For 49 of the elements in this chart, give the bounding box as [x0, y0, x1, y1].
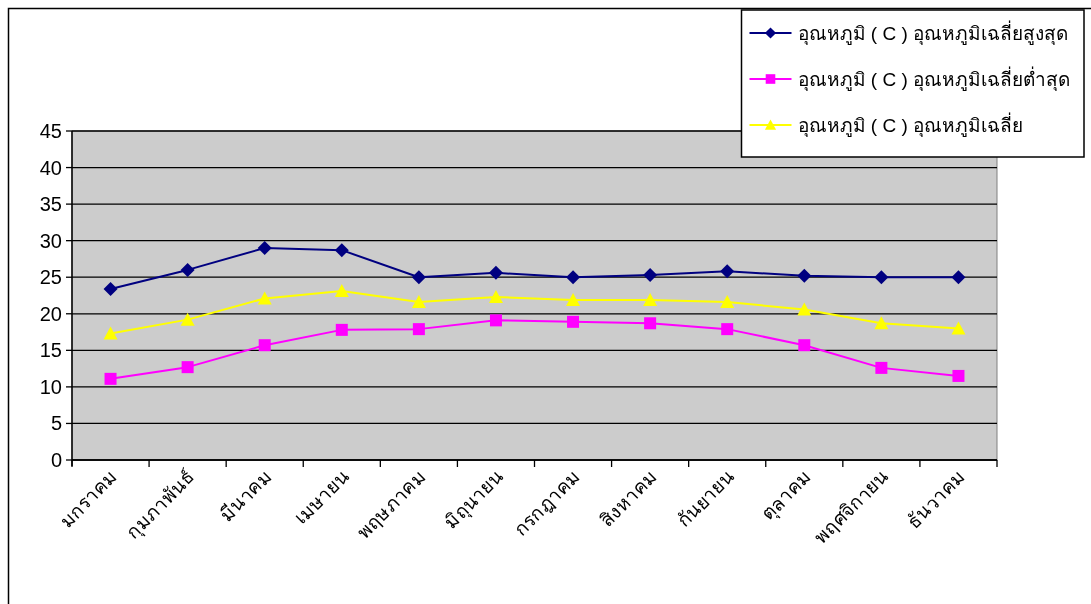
- point: [566, 270, 581, 285]
- point: [411, 295, 426, 309]
- point: [797, 268, 812, 283]
- legend-label: อุณหภูมิ ( C ) อุณหภูมิเฉลี่ยสูงสุด: [797, 20, 1068, 46]
- y-tick-label: 30: [39, 229, 62, 252]
- point: [334, 284, 349, 298]
- y-tick-label: 20: [39, 302, 62, 325]
- point: [952, 369, 965, 382]
- legend-label: อุณหภูมิ ( C ) อุณหภูมิเฉลี่ย: [797, 112, 1023, 138]
- point: [257, 291, 272, 305]
- point: [181, 361, 194, 374]
- point: [798, 339, 811, 352]
- point: [874, 270, 889, 285]
- point: [720, 295, 735, 309]
- point: [951, 270, 966, 285]
- point: [720, 264, 735, 279]
- point: [643, 268, 658, 283]
- point: [180, 262, 195, 277]
- point: [566, 292, 581, 306]
- point: [644, 317, 657, 330]
- y-tick-label: 40: [39, 156, 62, 179]
- point: [797, 302, 812, 316]
- y-tick-label: 15: [39, 339, 62, 362]
- point: [951, 321, 966, 335]
- point: [875, 361, 888, 374]
- point: [489, 314, 502, 327]
- y-tick-label: 25: [39, 266, 62, 289]
- point: [721, 323, 734, 336]
- point: [334, 243, 349, 258]
- point: [104, 372, 117, 385]
- point: [103, 281, 118, 296]
- y-tick-label: 5: [50, 412, 62, 435]
- point: [567, 315, 580, 328]
- point: [103, 326, 118, 340]
- point: [488, 289, 503, 303]
- point: [180, 312, 195, 326]
- y-tick-label: 10: [39, 375, 62, 398]
- y-tick-label: 45: [39, 120, 62, 142]
- y-tick-label: 0: [50, 449, 62, 471]
- y-tick-label: 35: [39, 193, 62, 216]
- point: [412, 323, 425, 336]
- point: [488, 265, 503, 280]
- legend-label: อุณหภูมิ ( C ) อุณหภูมิเฉลี่ยต่ำสุด: [797, 66, 1070, 92]
- point: [874, 316, 889, 330]
- point: [257, 240, 272, 255]
- point: [258, 339, 271, 352]
- point: [335, 323, 348, 336]
- point: [643, 292, 658, 306]
- point: [411, 270, 426, 285]
